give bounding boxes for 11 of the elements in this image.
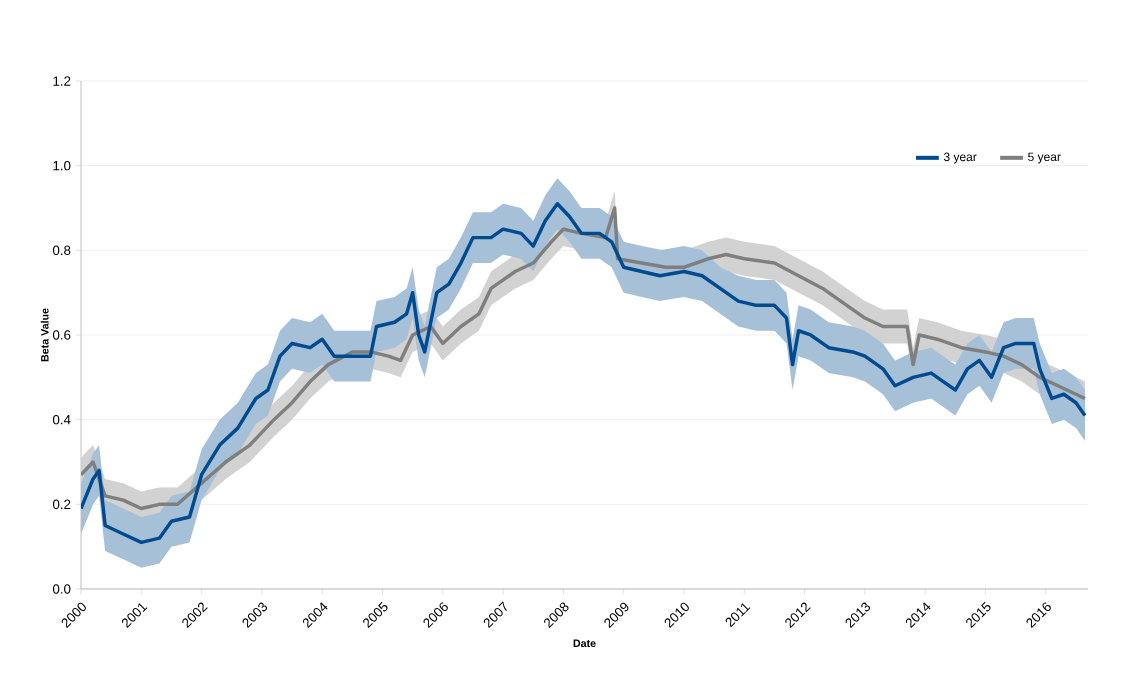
legend-label: 3 year	[943, 152, 977, 164]
legend-label: 5 year	[1028, 152, 1061, 164]
y-tick-label: 0.0	[52, 584, 71, 594]
y-tick-label: 0.4	[52, 414, 71, 425]
y-axis-title: Beta Value	[40, 308, 49, 362]
y-tick-label: 0.2	[52, 499, 71, 510]
y-tick-label: 1.0	[53, 160, 71, 171]
y-tick-label: 1.2	[53, 76, 71, 86]
x-axis-title: Date	[573, 639, 596, 648]
y-tick-label: 0.8	[52, 245, 71, 256]
y-tick-label: 0.6	[52, 330, 71, 340]
